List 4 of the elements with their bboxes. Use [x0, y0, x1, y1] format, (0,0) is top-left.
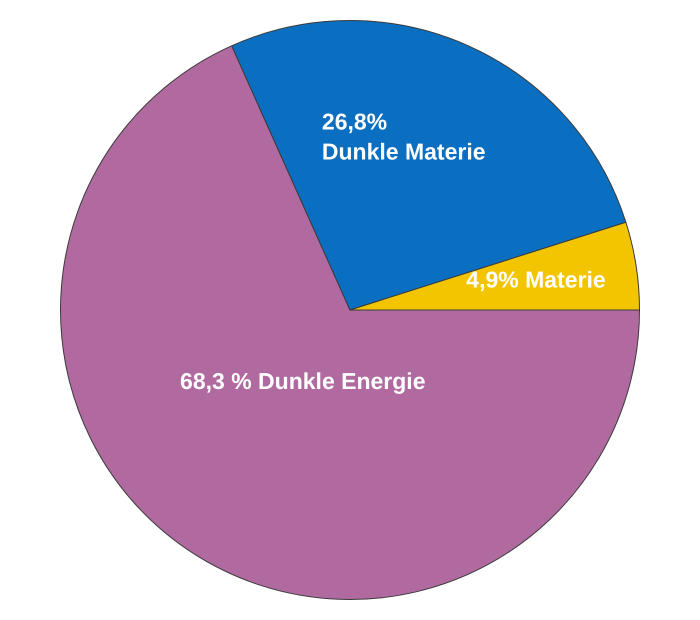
data-label: 26,8%: [322, 108, 388, 135]
slice-label: Dunkle Materie: [322, 138, 486, 165]
slice-label: 4,9% Materie: [466, 266, 606, 292]
slice-label: 68,3 % Dunkle Energie: [180, 368, 426, 394]
